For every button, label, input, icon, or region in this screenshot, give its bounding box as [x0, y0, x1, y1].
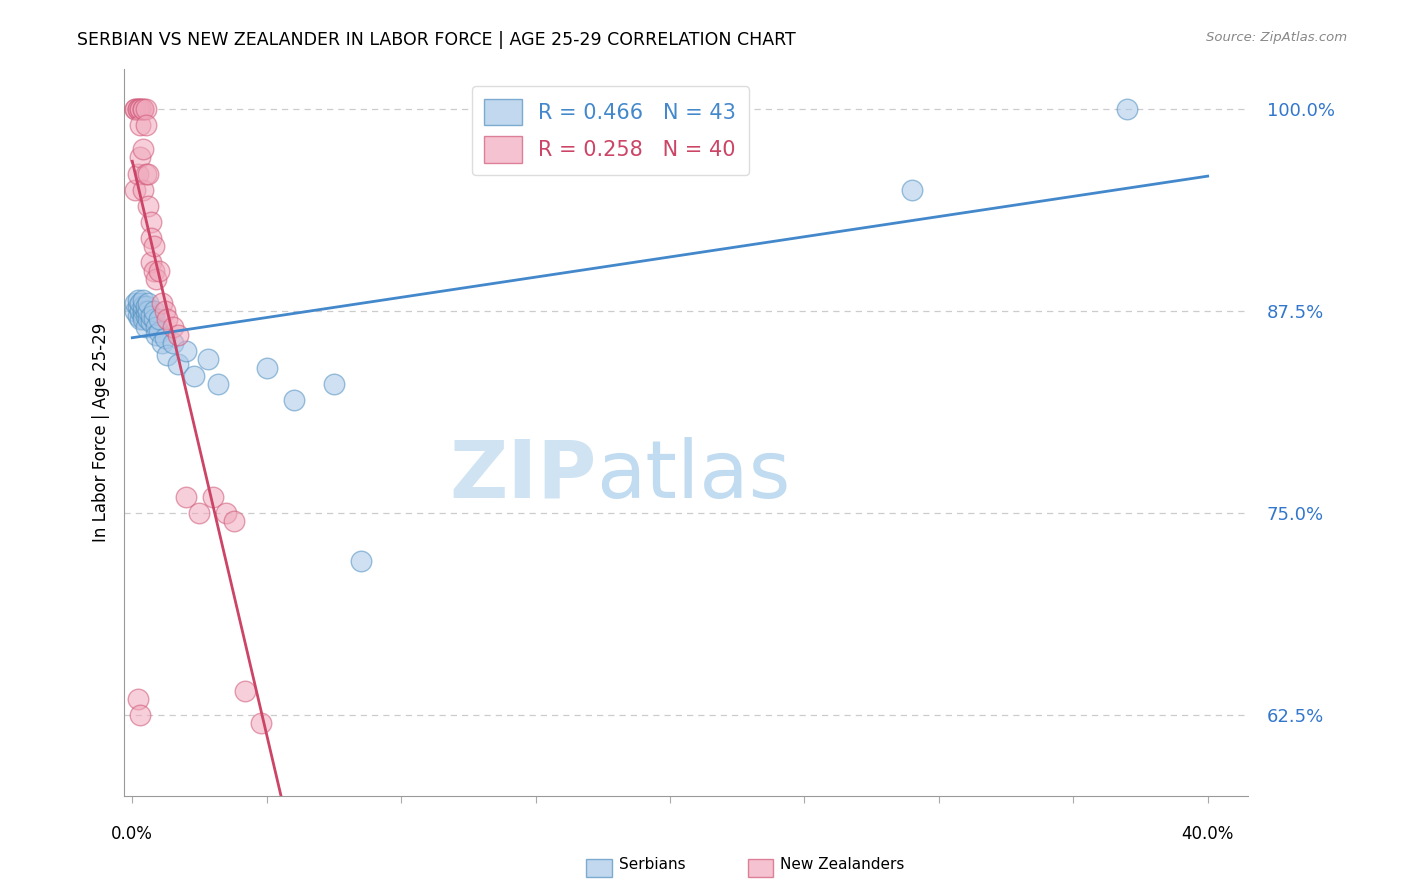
Point — [162, 336, 184, 351]
Point — [142, 304, 165, 318]
Point — [129, 150, 152, 164]
Text: 40.0%: 40.0% — [1181, 825, 1234, 843]
Point — [145, 271, 167, 285]
Point — [150, 336, 173, 351]
Point — [901, 183, 924, 197]
Point — [124, 296, 146, 310]
Point — [132, 309, 155, 323]
Point — [153, 331, 176, 345]
Point — [207, 376, 229, 391]
Point — [256, 360, 278, 375]
Point — [138, 312, 160, 326]
Point — [132, 102, 155, 116]
Point — [129, 296, 152, 310]
Text: ZIP: ZIP — [449, 437, 596, 515]
Point — [127, 691, 149, 706]
Point — [132, 312, 155, 326]
Point — [233, 683, 256, 698]
Text: Source: ZipAtlas.com: Source: ZipAtlas.com — [1206, 31, 1347, 45]
Point — [224, 514, 246, 528]
Point — [138, 304, 160, 318]
Point — [139, 231, 162, 245]
Point — [150, 296, 173, 310]
Point — [1116, 102, 1139, 116]
Point — [135, 309, 157, 323]
Point — [129, 102, 152, 116]
Point — [129, 118, 152, 132]
Point — [127, 309, 149, 323]
Point — [127, 102, 149, 116]
Point — [183, 368, 205, 383]
Point — [138, 167, 160, 181]
Point — [156, 312, 179, 326]
Point — [132, 299, 155, 313]
Point — [174, 344, 197, 359]
Text: SERBIAN VS NEW ZEALANDER IN LABOR FORCE | AGE 25-29 CORRELATION CHART: SERBIAN VS NEW ZEALANDER IN LABOR FORCE … — [77, 31, 796, 49]
Point — [215, 506, 238, 520]
Y-axis label: In Labor Force | Age 25-29: In Labor Force | Age 25-29 — [93, 323, 110, 541]
Point — [124, 304, 146, 318]
Point — [201, 490, 224, 504]
Point — [139, 309, 162, 323]
Point — [132, 102, 155, 116]
Point — [283, 392, 305, 407]
Point — [145, 320, 167, 334]
Point — [129, 102, 152, 116]
Point — [129, 708, 152, 723]
Legend: R = 0.466   N = 43, R = 0.258   N = 40: R = 0.466 N = 43, R = 0.258 N = 40 — [472, 87, 749, 175]
Point — [197, 352, 219, 367]
Point — [127, 293, 149, 307]
Point — [129, 312, 152, 326]
Point — [135, 167, 157, 181]
Point — [188, 506, 211, 520]
Text: 0.0%: 0.0% — [111, 825, 153, 843]
Point — [135, 102, 157, 116]
Point — [132, 304, 155, 318]
Point — [322, 376, 344, 391]
Point — [135, 304, 157, 318]
Point — [145, 328, 167, 343]
Point — [132, 183, 155, 197]
Point — [139, 315, 162, 329]
Point — [162, 320, 184, 334]
Point — [138, 296, 160, 310]
Point — [350, 554, 373, 568]
Point — [127, 167, 149, 181]
Text: New Zealanders: New Zealanders — [780, 857, 904, 872]
Point — [167, 357, 190, 371]
Point — [153, 304, 176, 318]
Point — [135, 320, 157, 334]
Point — [138, 199, 160, 213]
Point — [142, 263, 165, 277]
Point — [148, 325, 170, 339]
Point — [148, 312, 170, 326]
Point — [167, 328, 190, 343]
Point — [142, 312, 165, 326]
Point — [124, 102, 146, 116]
Point — [127, 102, 149, 116]
Point — [142, 239, 165, 253]
Point — [127, 299, 149, 313]
Point — [132, 293, 155, 307]
Point — [156, 348, 179, 362]
Point — [174, 490, 197, 504]
Point — [135, 299, 157, 313]
Point — [250, 716, 273, 731]
Point — [135, 118, 157, 132]
Point — [129, 304, 152, 318]
Point — [124, 183, 146, 197]
Text: Serbians: Serbians — [619, 857, 685, 872]
Text: atlas: atlas — [596, 437, 790, 515]
Point — [139, 255, 162, 269]
Point — [132, 142, 155, 156]
Point — [124, 102, 146, 116]
Point — [139, 215, 162, 229]
Point — [148, 263, 170, 277]
